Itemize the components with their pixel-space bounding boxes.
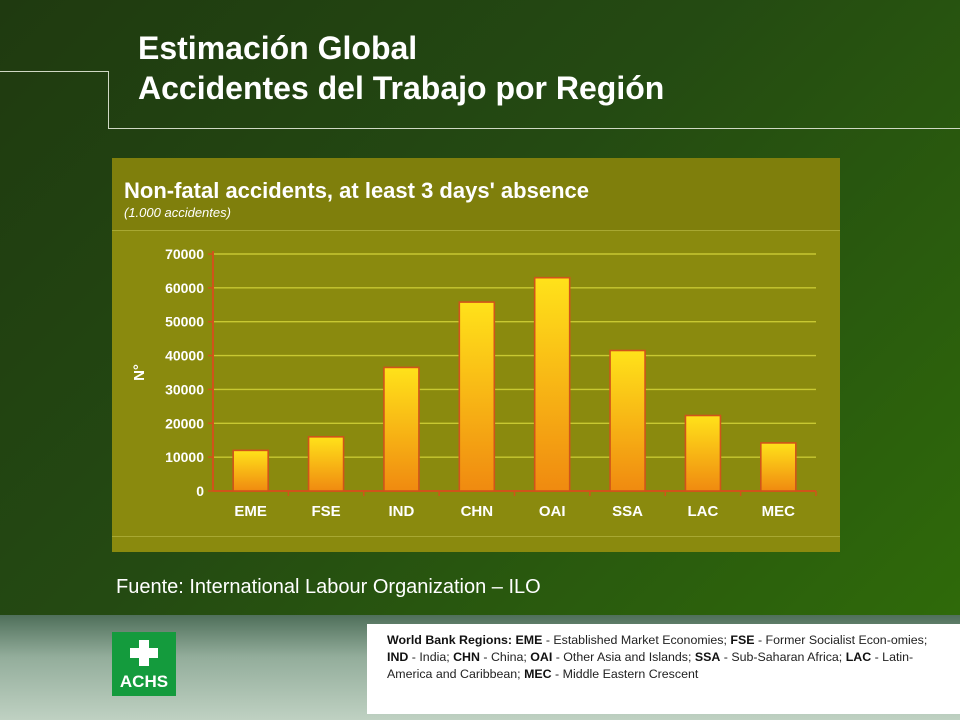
bar-chart: 0 10000 20000 30000 40000 50000 60000 70000 N° EM… [131, 246, 817, 520]
legend-desc-lac: - Latin-America and Caribbean; [387, 650, 914, 681]
y-axis-label: N° [131, 364, 148, 381]
decorative-line [0, 71, 109, 72]
legend-code-chn: CHN [453, 650, 480, 664]
slide-title-line1: Estimación Global [138, 30, 418, 66]
legend-code-ssa: SSA [694, 650, 721, 664]
bar-ssa [609, 349, 646, 492]
legend-code-eme: EME [515, 633, 543, 647]
legend-code-fse: FSE [730, 633, 755, 647]
bar-ind [383, 366, 420, 492]
bar-lac [684, 414, 722, 492]
y-tick-label: 70000 [165, 246, 204, 262]
y-tick-label: 40000 [165, 348, 204, 364]
y-tick-label: 60000 [165, 280, 204, 296]
chart-title: Non-fatal accidents, at least 3 days' ab… [124, 178, 589, 203]
region-legend-box: World Bank Regions: EME - Established Ma… [367, 624, 960, 714]
bar-mec [760, 442, 797, 492]
y-tick-label: 30000 [165, 381, 204, 397]
x-tick-label: LAC [688, 503, 719, 520]
y-tick-label: 20000 [165, 415, 204, 431]
bar-oai [533, 276, 571, 492]
chart-subtitle: (1.000 accidentes) [124, 205, 231, 220]
cross-icon [130, 640, 158, 666]
legend-code-ind: IND [387, 650, 409, 664]
y-tick-label: 10000 [165, 449, 204, 465]
x-tick-label: EME [234, 503, 267, 520]
x-tick-label: CHN [461, 503, 494, 520]
slide-title: Estimación Global Accidentes del Trabajo… [138, 28, 664, 108]
x-tick-label: FSE [311, 503, 340, 520]
legend-desc-eme: - Established Market Economies; [542, 633, 731, 647]
legend-desc-mec: - Middle Eastern Crescent [551, 667, 699, 681]
legend-desc-fse: - Former Socialist Econ-omies; [754, 633, 928, 647]
legend-code-oai: OAI [530, 650, 553, 664]
legend-lead: World Bank Regions: [387, 633, 513, 647]
legend-desc-ssa: - Sub-Saharan Africa; [720, 650, 846, 664]
y-tick-label: 0 [196, 483, 204, 499]
legend-desc-oai: - Other Asia and Islands; [552, 650, 695, 664]
legend-desc-ind: - India; [408, 650, 454, 664]
x-tick-label: IND [389, 503, 415, 520]
chart-divider [112, 536, 840, 537]
x-tick-label: SSA [612, 503, 643, 520]
y-tick-label: 50000 [165, 314, 204, 330]
source-note: Fuente: International Labour Organizatio… [116, 576, 541, 598]
logo-text: ACHS [119, 672, 169, 691]
bar-chn [458, 301, 496, 492]
x-tick-label: MEC [762, 503, 796, 520]
achs-logo: ACHS [112, 632, 176, 696]
slide-title-line2: Accidentes del Trabajo por Región [138, 70, 665, 106]
legend-code-mec: MEC [524, 667, 552, 681]
bar-eme [232, 449, 269, 492]
legend-desc-chn: - China; [479, 650, 531, 664]
chart-header: Non-fatal accidents, at least 3 days' ab… [112, 158, 840, 231]
bar-fse [307, 436, 345, 492]
region-legend-text: World Bank Regions: EME - Established Ma… [387, 632, 935, 683]
decorative-line [108, 71, 109, 129]
chart-panel: Non-fatal accidents, at least 3 days' ab… [112, 158, 840, 552]
legend-code-lac: LAC [845, 650, 872, 664]
x-tick-label: OAI [539, 503, 566, 520]
decorative-line [108, 128, 960, 129]
